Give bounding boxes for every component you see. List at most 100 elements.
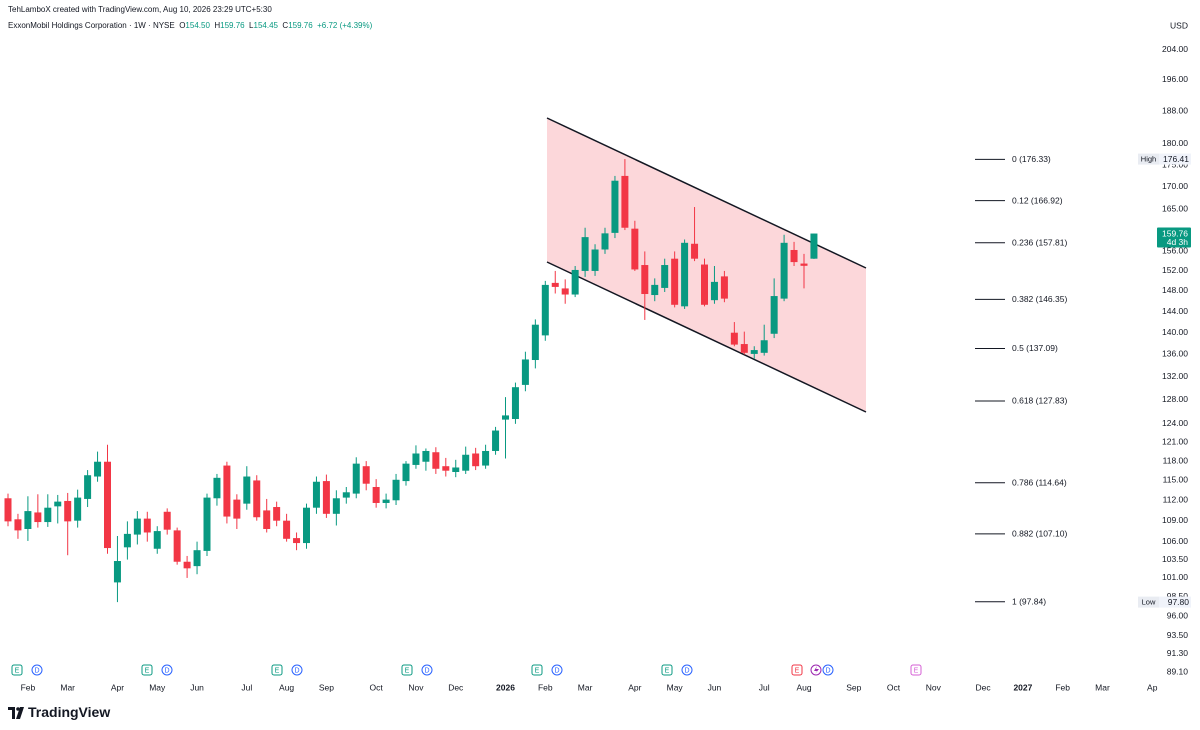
x-tick-label: Dec <box>448 682 464 692</box>
candle-body <box>581 237 589 271</box>
candle-body <box>382 499 390 503</box>
x-tick-label: Dec <box>976 682 992 692</box>
candle-body <box>362 466 370 484</box>
event-markers: E D E D E D E D E D E D E D E <box>11 664 922 676</box>
candle-body <box>243 476 251 504</box>
ohlc-value: 159.76 <box>288 21 313 30</box>
lightning-icon <box>814 666 819 674</box>
x-tick-label: 2027 <box>1013 682 1032 692</box>
candle-body <box>183 561 191 569</box>
candle-body <box>422 450 430 462</box>
x-tick-label: Sep <box>846 682 861 692</box>
x-tick-label: Mar <box>1095 682 1110 692</box>
symbol: ExxonMobil Holdings Corporation · 1W · N… <box>8 21 175 30</box>
candle-body <box>551 282 559 287</box>
ohlc-key: C <box>282 21 289 30</box>
x-tick-label: 2026 <box>496 682 515 692</box>
y-tick-label: 118.00 <box>1163 455 1189 465</box>
candle-body <box>780 242 788 299</box>
candle-body <box>303 507 310 544</box>
y-tick-label: 140.00 <box>1162 327 1188 337</box>
x-tick-label: Aug <box>279 682 294 692</box>
candle-body <box>442 466 450 471</box>
earnings-label: E <box>535 667 540 674</box>
brand-logo: TradingView <box>8 704 110 720</box>
x-tick-label: Nov <box>926 682 942 692</box>
dividend-label: D <box>684 667 689 674</box>
candle-body <box>681 242 689 307</box>
dividend-icon <box>421 664 433 676</box>
earnings-icon <box>141 664 153 676</box>
candle-body <box>621 175 629 228</box>
earnings-icon <box>271 664 283 676</box>
candle-body <box>601 233 609 250</box>
candle-body <box>44 507 52 523</box>
candle-body <box>104 461 111 549</box>
candle-body <box>671 258 679 305</box>
y-tick-label: 109.00 <box>1162 515 1188 525</box>
fib-label: 0.618 (127.83) <box>1012 396 1067 406</box>
candle-body <box>462 454 470 471</box>
candle-body <box>84 475 92 499</box>
y-tick-label: 144.00 <box>1162 306 1188 316</box>
dividend-label: D <box>34 667 39 674</box>
candle-body <box>173 530 181 562</box>
candle-body <box>790 249 798 263</box>
x-tick-label: Oct <box>370 682 384 692</box>
candle-body <box>312 481 320 508</box>
candle-body <box>531 324 539 361</box>
dividend-icon <box>822 664 834 676</box>
tag-name: High <box>1141 155 1156 164</box>
attribution: TehLamboX created with TradingView.com, … <box>8 5 272 14</box>
candle-body <box>163 511 171 530</box>
y-tick-label: 188.00 <box>1162 106 1188 116</box>
candle-body <box>770 296 778 334</box>
y-tick-label: 121.00 <box>1162 436 1188 446</box>
candle-body <box>701 264 708 305</box>
ohlc-key: O <box>179 21 186 30</box>
candle-body <box>492 430 500 451</box>
last-price: 159.76 <box>1162 228 1188 238</box>
candle-body <box>750 350 758 354</box>
dividend-label: D <box>294 667 299 674</box>
x-tick-label: Feb <box>21 682 36 692</box>
dividend-label: D <box>554 667 559 674</box>
tag-value: 176.41 <box>1163 154 1189 164</box>
y-tick-label: 106.00 <box>1162 536 1188 546</box>
currency: USD <box>1170 20 1188 30</box>
tag-value: 97.80 <box>1168 597 1190 607</box>
ohlc-value: 154.45 <box>253 21 278 30</box>
x-tick-label: Feb <box>538 682 553 692</box>
candle-body <box>561 288 569 295</box>
candle-body <box>263 510 271 529</box>
y-tick-label: 115.00 <box>1163 475 1189 485</box>
candle-body <box>611 180 619 233</box>
candle-body <box>800 263 808 266</box>
dividend-icon <box>161 664 173 676</box>
y-tick-label: 91.30 <box>1167 648 1189 658</box>
candle-body <box>661 265 669 288</box>
fib-label: 0.882 (107.10) <box>1012 529 1067 539</box>
tag-value-box <box>1159 153 1191 165</box>
fib-label: 0.236 (157.81) <box>1012 238 1067 248</box>
candle-body <box>283 520 291 539</box>
candle-body <box>293 538 301 544</box>
dividend-icon <box>681 664 693 676</box>
earnings-icon <box>791 664 803 676</box>
y-tick-label: 98.50 <box>1167 591 1189 601</box>
x-tick-label: Jul <box>759 682 770 692</box>
candle-body <box>710 281 718 301</box>
logo-mark <box>16 707 24 719</box>
ohlc-value: 159.76 <box>220 21 245 30</box>
split-icon <box>810 664 822 676</box>
candle-body <box>641 265 649 295</box>
fib-label: 0.12 (166.92) <box>1012 195 1063 205</box>
y-tick-label: 152.00 <box>1162 265 1188 275</box>
candle-body <box>352 463 360 494</box>
y-tick-label: 165.00 <box>1162 204 1188 214</box>
candle-body <box>502 415 509 420</box>
y-tick-label: 180.00 <box>1162 138 1188 148</box>
x-tick-label: Apr <box>628 682 641 692</box>
candle-body <box>760 340 768 353</box>
x-tick-label: Feb <box>1055 682 1070 692</box>
